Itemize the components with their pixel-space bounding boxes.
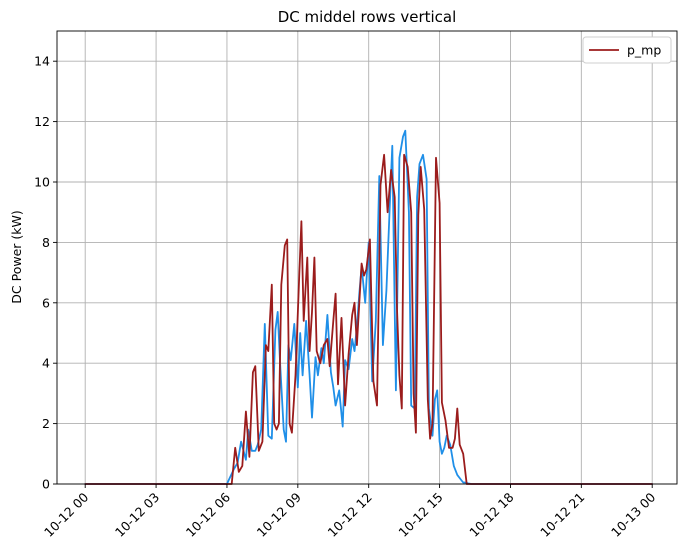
series-line-p_mp xyxy=(84,153,654,485)
y-tick-label: 10 xyxy=(34,175,50,190)
x-tick-label: 10-12 06 xyxy=(183,489,233,539)
y-tick-label: 14 xyxy=(34,54,50,69)
x-tick-label: 10-13 00 xyxy=(608,489,658,539)
x-tick-label: 10-12 12 xyxy=(324,490,374,540)
y-axis: 0 2 4 6 8 10 12 14 xyxy=(34,54,57,492)
x-tick-label: 10-12 09 xyxy=(254,489,304,539)
legend-label: p_mp xyxy=(627,43,661,58)
y-tick-label: 8 xyxy=(42,235,50,250)
y-axis-label: DC Power (kW) xyxy=(9,210,24,303)
y-tick-label: 6 xyxy=(42,295,50,310)
y-tick-label: 12 xyxy=(34,114,50,129)
y-tick-label: 0 xyxy=(42,477,50,492)
y-tick-label: 2 xyxy=(42,416,50,431)
x-tick-label: 10-12 21 xyxy=(537,490,587,540)
x-tick-label: 10-12 00 xyxy=(41,489,91,539)
series-layer xyxy=(84,129,654,485)
x-tick-label: 10-12 03 xyxy=(112,490,162,540)
x-axis: 10-12 00 10-12 03 10-12 06 10-12 09 10-12 12… xyxy=(41,484,658,540)
chart-title: DC middel rows vertical xyxy=(278,8,457,26)
plot-frame xyxy=(56,30,678,485)
x-tick-label: 10-12 18 xyxy=(466,489,516,539)
legend-box xyxy=(582,36,672,64)
legend: p_mp xyxy=(582,36,672,64)
y-tick-label: 4 xyxy=(42,356,50,371)
x-tick-label: 10-12 15 xyxy=(395,490,445,540)
